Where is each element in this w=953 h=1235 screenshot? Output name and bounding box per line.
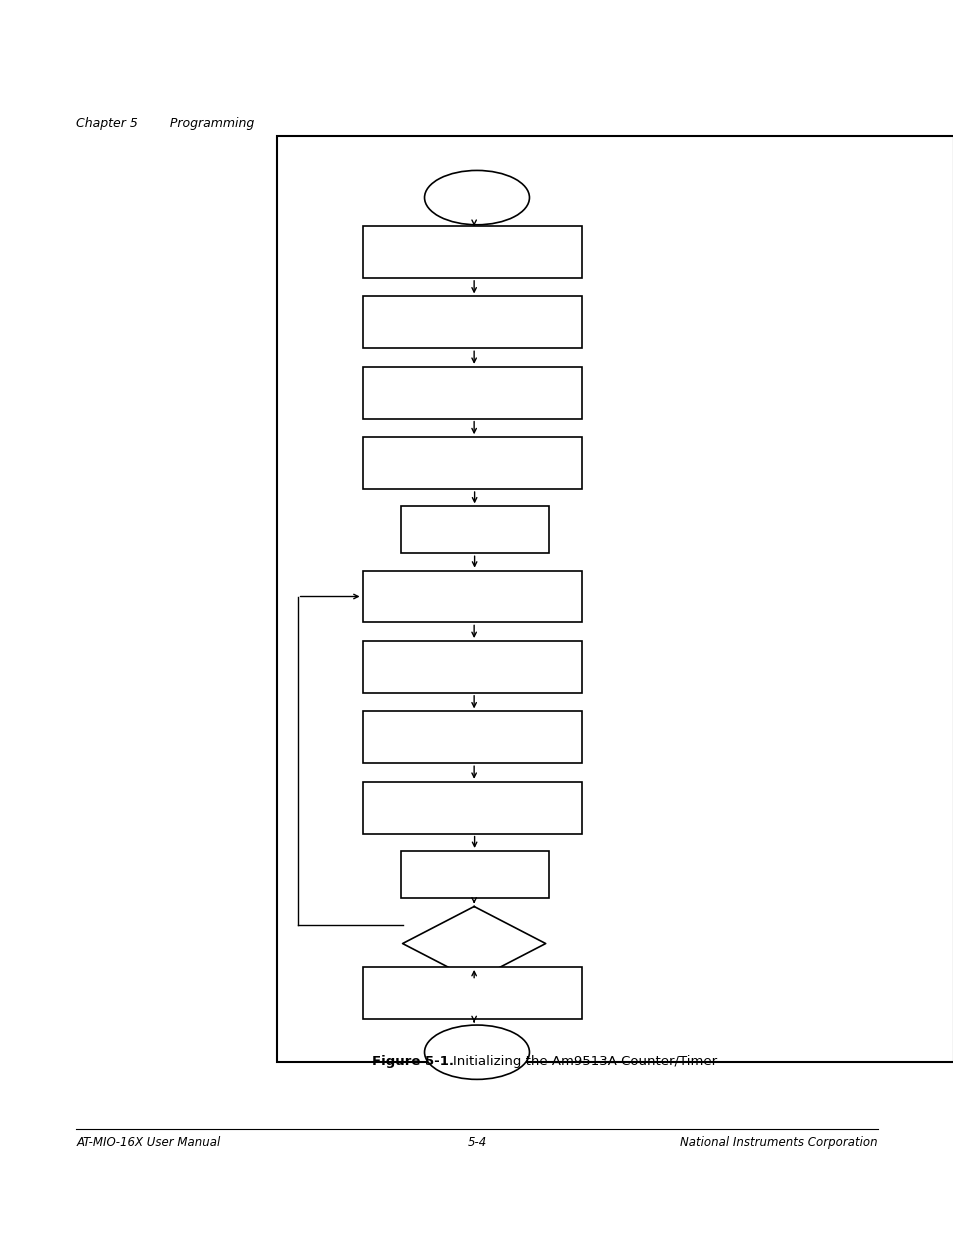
FancyBboxPatch shape xyxy=(400,506,548,553)
FancyBboxPatch shape xyxy=(362,571,581,622)
Text: Chapter 5        Programming: Chapter 5 Programming xyxy=(76,116,254,130)
FancyBboxPatch shape xyxy=(362,711,581,763)
FancyBboxPatch shape xyxy=(276,136,953,1062)
Text: Figure 5-1.: Figure 5-1. xyxy=(372,1055,454,1068)
Ellipse shape xyxy=(424,1025,529,1079)
FancyBboxPatch shape xyxy=(362,226,581,278)
FancyBboxPatch shape xyxy=(362,437,581,489)
Text: Initializing the Am9513A Counter/Timer: Initializing the Am9513A Counter/Timer xyxy=(453,1055,717,1068)
FancyBboxPatch shape xyxy=(362,296,581,348)
Text: 5-4: 5-4 xyxy=(467,1135,486,1149)
FancyBboxPatch shape xyxy=(362,782,581,834)
FancyBboxPatch shape xyxy=(362,641,581,693)
Text: AT-MIO-16X User Manual: AT-MIO-16X User Manual xyxy=(76,1135,220,1149)
FancyBboxPatch shape xyxy=(362,367,581,419)
FancyBboxPatch shape xyxy=(400,851,548,898)
Text: National Instruments Corporation: National Instruments Corporation xyxy=(679,1135,877,1149)
Ellipse shape xyxy=(424,170,529,225)
FancyBboxPatch shape xyxy=(362,967,581,1019)
